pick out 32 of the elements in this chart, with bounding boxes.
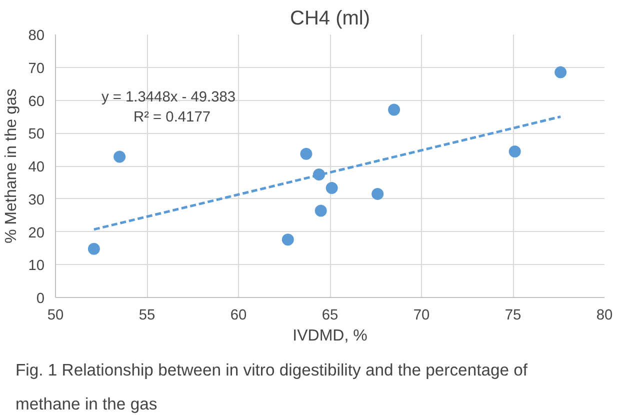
point bbox=[282, 234, 294, 246]
point bbox=[372, 188, 384, 200]
x-axis-title: IVDMD, % bbox=[292, 328, 368, 344]
y-tick-label: 30 bbox=[28, 192, 45, 208]
y-tick-label: 10 bbox=[28, 258, 45, 274]
y-tick-label: 60 bbox=[28, 94, 45, 110]
chart-title: CH4 (ml) bbox=[290, 8, 370, 30]
y-tick-label: 0 bbox=[36, 291, 45, 307]
point bbox=[114, 150, 126, 163]
y-tick-label: 80 bbox=[28, 28, 45, 44]
annotation: y = 1.3448x - 49.383 bbox=[102, 90, 236, 106]
y-tick-label: 20 bbox=[28, 225, 45, 242]
point bbox=[388, 104, 400, 116]
point bbox=[326, 182, 338, 194]
point bbox=[88, 242, 100, 255]
point bbox=[554, 66, 567, 78]
annotation: R² = 0.4177 bbox=[134, 110, 210, 126]
y-axis-title: % Methane in the gas bbox=[3, 88, 20, 244]
x-tick-label: 80 bbox=[596, 308, 613, 324]
point bbox=[314, 204, 327, 217]
point bbox=[300, 148, 312, 160]
x-tick-label: 50 bbox=[47, 308, 64, 324]
y-tick-label: 50 bbox=[28, 126, 45, 143]
y-tick-label: 40 bbox=[28, 160, 45, 176]
x-tick-label: 60 bbox=[230, 308, 247, 324]
point bbox=[508, 146, 521, 158]
x-tick-label: 75 bbox=[504, 308, 522, 324]
caption: Fig. 1 Relationship between in vitro digestibility and the percentage of methane in the gas bbox=[16, 360, 528, 414]
x-tick-label: 65 bbox=[322, 308, 338, 324]
x-tick-label: 70 bbox=[413, 308, 430, 324]
y-tick-label: 70 bbox=[28, 60, 45, 77]
x-tick-label: 55 bbox=[138, 308, 156, 324]
